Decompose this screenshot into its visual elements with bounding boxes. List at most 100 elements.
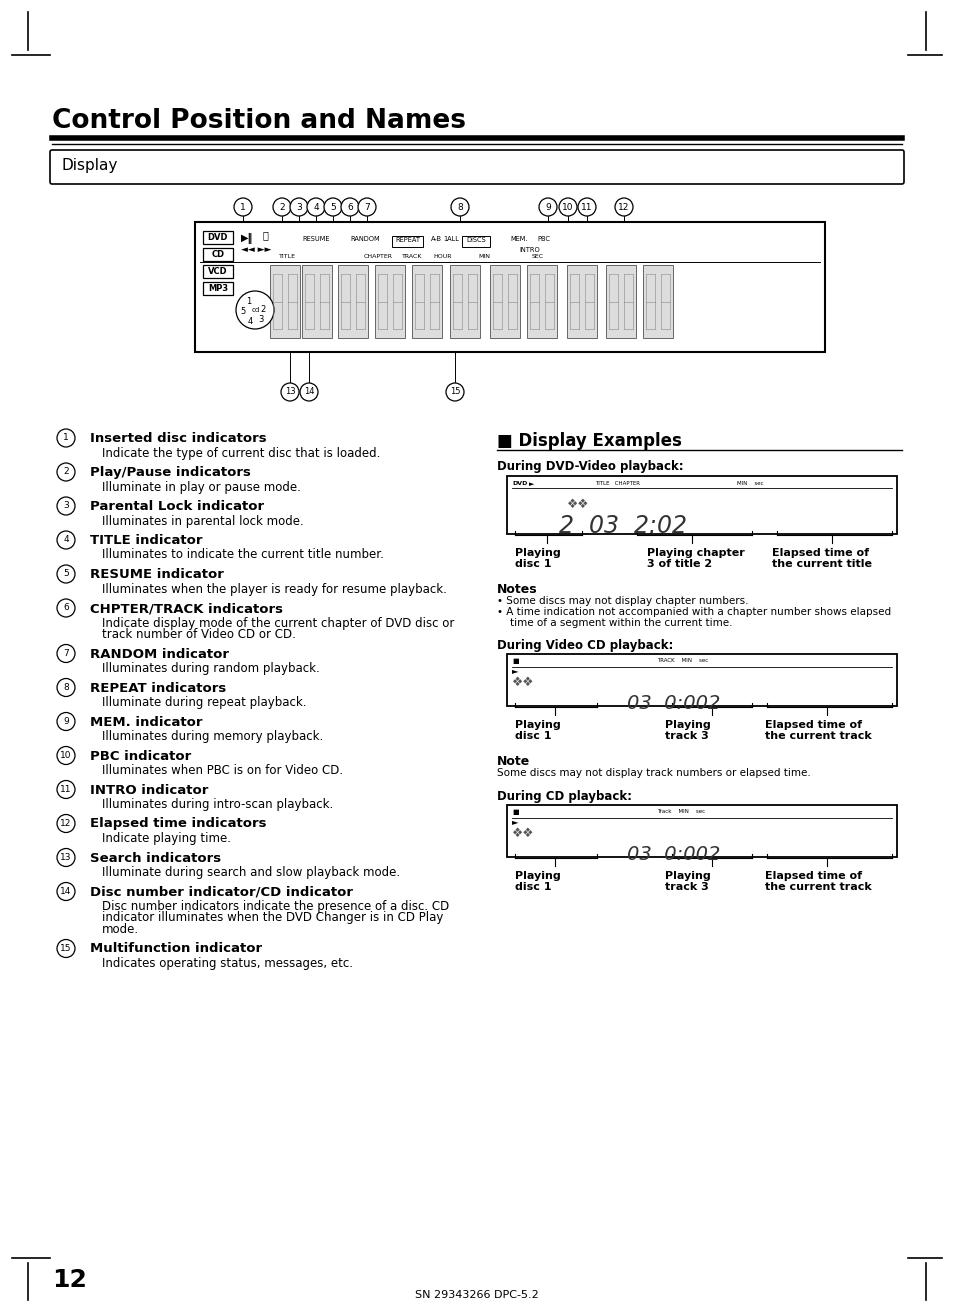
Text: MIN    sec: MIN sec — [737, 481, 762, 486]
Circle shape — [57, 498, 75, 515]
Text: CD: CD — [212, 249, 224, 259]
Text: Search indicators: Search indicators — [90, 852, 221, 864]
Text: 6: 6 — [63, 604, 69, 612]
Text: ■: ■ — [512, 809, 518, 815]
Text: track 3: track 3 — [664, 731, 708, 741]
Text: 12: 12 — [618, 202, 629, 211]
Text: 2: 2 — [279, 202, 285, 211]
Text: SN 29343266 DPC-5.2: SN 29343266 DPC-5.2 — [415, 1289, 538, 1300]
Text: Elapsed time of: Elapsed time of — [764, 871, 862, 881]
Text: Playing: Playing — [515, 720, 560, 730]
Text: Inserted disc indicators: Inserted disc indicators — [90, 432, 266, 445]
Circle shape — [57, 940, 75, 957]
Text: MEM.: MEM. — [510, 236, 527, 242]
Text: 7: 7 — [63, 649, 69, 658]
Text: Indicate playing time.: Indicate playing time. — [102, 832, 231, 846]
Text: DVD: DVD — [512, 481, 527, 486]
Text: • Some discs may not display chapter numbers.: • Some discs may not display chapter num… — [497, 596, 748, 607]
Circle shape — [57, 679, 75, 696]
Text: 3: 3 — [258, 315, 263, 324]
Text: 4: 4 — [313, 202, 318, 211]
Bar — [392, 236, 422, 247]
Circle shape — [578, 198, 596, 217]
Text: 2: 2 — [260, 305, 265, 314]
Text: Playing: Playing — [515, 548, 560, 558]
Text: Indicate display mode of the current chapter of DVD disc or: Indicate display mode of the current cha… — [102, 617, 454, 629]
Text: • A time indication not accompanied with a chapter number shows elapsed: • A time indication not accompanied with… — [497, 607, 890, 617]
Text: SEC: SEC — [532, 253, 543, 259]
Circle shape — [299, 383, 317, 400]
Text: mode.: mode. — [102, 923, 139, 936]
Circle shape — [57, 713, 75, 730]
Circle shape — [233, 198, 252, 217]
Circle shape — [273, 198, 291, 217]
Text: INTRO indicator: INTRO indicator — [90, 784, 208, 797]
Text: ►: ► — [529, 481, 534, 487]
Bar — [450, 265, 479, 337]
Bar — [642, 265, 672, 337]
Text: During Video CD playback:: During Video CD playback: — [497, 639, 673, 653]
Text: TITLE indicator: TITLE indicator — [90, 534, 202, 548]
Text: 1: 1 — [240, 202, 246, 211]
Text: ■: ■ — [512, 658, 518, 664]
Circle shape — [538, 198, 557, 217]
Text: 2: 2 — [63, 467, 69, 477]
Bar — [270, 265, 299, 337]
Text: TITLE: TITLE — [278, 253, 295, 259]
Text: Playing chapter: Playing chapter — [646, 548, 744, 558]
Text: Illuminate in play or pause mode.: Illuminate in play or pause mode. — [102, 481, 300, 494]
Text: MP3: MP3 — [208, 284, 228, 293]
Text: ▶‖: ▶‖ — [241, 232, 253, 244]
Text: 15: 15 — [60, 944, 71, 953]
Bar — [203, 231, 233, 244]
Text: TRACK    MIN    sec: TRACK MIN sec — [657, 658, 707, 663]
Bar — [375, 265, 405, 337]
Text: DISCS: DISCS — [466, 236, 485, 243]
Circle shape — [281, 383, 298, 400]
Text: Play/Pause indicators: Play/Pause indicators — [90, 466, 251, 479]
Text: CHPTER/TRACK indicators: CHPTER/TRACK indicators — [90, 601, 283, 614]
Text: ❖❖: ❖❖ — [512, 827, 534, 840]
Text: time of a segment within the current time.: time of a segment within the current tim… — [497, 618, 732, 628]
Text: 1ALL: 1ALL — [442, 236, 458, 242]
Circle shape — [307, 198, 325, 217]
Bar — [203, 265, 233, 278]
Text: Illuminates during random playback.: Illuminates during random playback. — [102, 662, 319, 675]
Circle shape — [451, 198, 469, 217]
Text: Indicate the type of current disc that is loaded.: Indicate the type of current disc that i… — [102, 446, 380, 460]
Text: 5: 5 — [330, 202, 335, 211]
Text: 10: 10 — [60, 751, 71, 760]
Text: 1: 1 — [246, 298, 252, 306]
Bar — [526, 265, 557, 337]
Text: 2  03  2:02: 2 03 2:02 — [558, 513, 686, 538]
Circle shape — [340, 198, 358, 217]
Text: Elapsed time indicators: Elapsed time indicators — [90, 818, 266, 831]
Circle shape — [235, 291, 274, 330]
Text: 03  0:002: 03 0:002 — [626, 695, 720, 713]
Bar — [566, 265, 597, 337]
Text: Playing: Playing — [664, 720, 710, 730]
Text: ❖❖: ❖❖ — [512, 676, 534, 689]
Text: 12: 12 — [52, 1268, 87, 1292]
Text: 3: 3 — [63, 502, 69, 511]
Text: 3: 3 — [295, 202, 301, 211]
Text: 11: 11 — [580, 202, 592, 211]
Circle shape — [57, 645, 75, 663]
Circle shape — [57, 814, 75, 832]
Bar — [203, 282, 233, 295]
Text: REPEAT: REPEAT — [395, 236, 419, 243]
Text: the current track: the current track — [764, 731, 871, 741]
Text: Some discs may not display track numbers or elapsed time.: Some discs may not display track numbers… — [497, 768, 810, 779]
Text: 8: 8 — [63, 683, 69, 692]
Text: PBC: PBC — [537, 236, 550, 242]
Text: Playing: Playing — [515, 871, 560, 881]
Text: During CD playback:: During CD playback: — [497, 790, 631, 804]
Bar — [194, 222, 824, 352]
Text: ■ Display Examples: ■ Display Examples — [497, 432, 681, 450]
Circle shape — [615, 198, 633, 217]
Text: 5: 5 — [63, 570, 69, 579]
Text: Elapsed time of: Elapsed time of — [771, 548, 868, 558]
Text: 12: 12 — [60, 819, 71, 829]
Text: INTRO: INTRO — [519, 247, 539, 253]
Text: RESUME: RESUME — [302, 236, 330, 242]
